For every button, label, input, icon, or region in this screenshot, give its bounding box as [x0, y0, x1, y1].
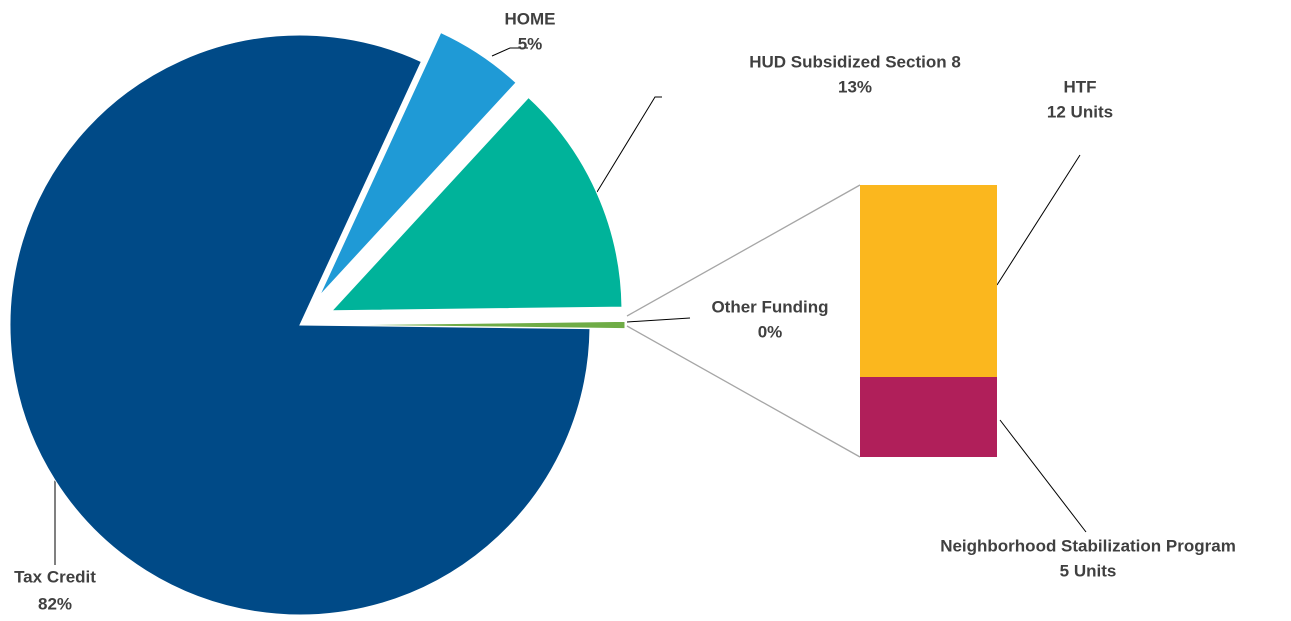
- breakdown-label: HTF: [1063, 77, 1096, 96]
- breakdown-bar: [860, 377, 997, 457]
- slice-value-label: 13%: [838, 77, 872, 96]
- breakdown-bar: [860, 185, 997, 377]
- pie-slice: [318, 31, 517, 297]
- leader-line: [996, 154, 1081, 286]
- slice-label: Tax Credit: [14, 567, 96, 586]
- slice-value-label: 5%: [518, 34, 543, 53]
- slice-label: HUD Subsidized Section 8: [749, 52, 961, 71]
- slice-value-label: 82%: [38, 594, 72, 613]
- leader-line: [999, 419, 1087, 533]
- slice-label: HOME: [505, 9, 556, 28]
- pie-slice: [334, 320, 626, 330]
- breakdown-value-label: 5 Units: [1060, 561, 1117, 580]
- slice-value-label: 0%: [758, 322, 783, 341]
- connector-line: [626, 325, 861, 458]
- slice-label: Other Funding: [711, 297, 828, 316]
- pie-slice: [9, 34, 591, 616]
- leader-line: [596, 96, 662, 193]
- breakdown-value-label: 12 Units: [1047, 102, 1113, 121]
- connector-line: [626, 184, 861, 317]
- pie-slice: [330, 96, 623, 312]
- leader-line: [626, 317, 691, 323]
- leader-line: [491, 47, 528, 57]
- breakdown-label: Neighborhood Stabilization Program: [940, 536, 1236, 555]
